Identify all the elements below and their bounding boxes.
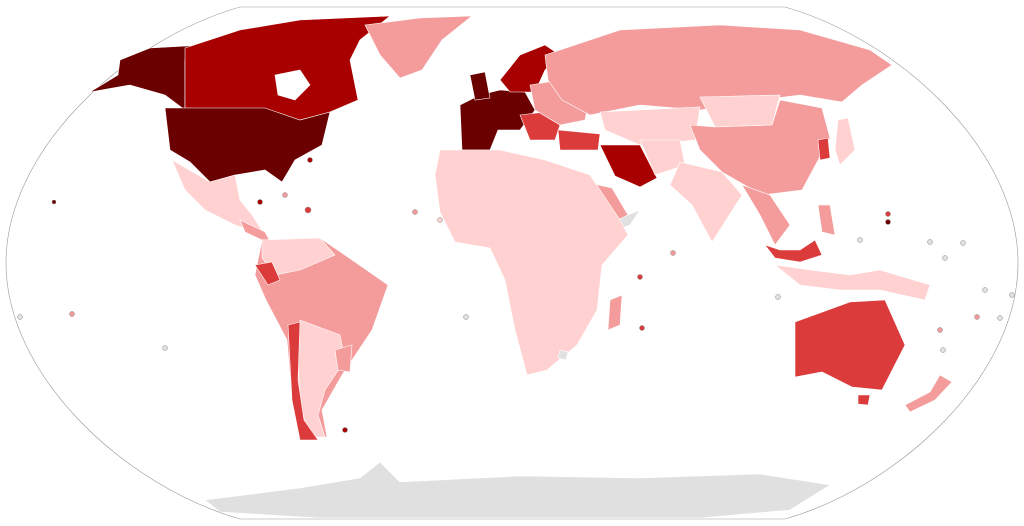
island-dot[interactable] [960, 240, 966, 246]
region-western-sahara-lesotho[interactable] [557, 349, 569, 361]
region-colombia-venezuela[interactable] [261, 237, 336, 276]
island-dot[interactable] [997, 315, 1003, 321]
region-southeast-asia[interactable] [741, 184, 791, 246]
island-dot[interactable] [17, 314, 23, 320]
island-dot[interactable] [927, 239, 933, 245]
island-dot[interactable] [885, 219, 891, 225]
island-dot[interactable] [974, 314, 980, 320]
island-dot[interactable] [940, 347, 946, 353]
island-dot[interactable] [639, 325, 645, 331]
region-korea[interactable] [817, 137, 831, 161]
island-dot[interactable] [937, 327, 943, 333]
region-madagascar[interactable] [607, 294, 623, 331]
region-chile[interactable] [287, 321, 319, 441]
island-dot[interactable] [437, 217, 443, 223]
island-dot[interactable] [304, 206, 312, 214]
region-china[interactable] [689, 99, 831, 196]
island-dot[interactable] [162, 345, 168, 351]
island-dot[interactable] [885, 211, 891, 217]
island-dot[interactable] [982, 287, 988, 293]
island-dot[interactable] [463, 314, 469, 320]
island-dot[interactable] [412, 209, 418, 215]
region-uk[interactable] [469, 71, 491, 101]
island-dot[interactable] [670, 250, 676, 256]
region-antarctica [204, 461, 831, 519]
island-dot[interactable] [857, 237, 863, 243]
region-alaska[interactable] [89, 44, 206, 111]
region-turkey[interactable] [557, 129, 601, 151]
island-dot[interactable] [942, 255, 948, 261]
island-dot[interactable] [1009, 292, 1015, 298]
region-hudson-bay [274, 69, 311, 101]
region-australia[interactable] [794, 299, 906, 391]
region-indonesia[interactable] [773, 264, 931, 301]
island-dot[interactable] [257, 199, 263, 205]
region-india[interactable] [669, 161, 743, 243]
island-dot[interactable] [69, 311, 75, 317]
region-tasmania[interactable] [857, 394, 871, 406]
region-greenland[interactable] [364, 15, 473, 79]
island-dot[interactable] [637, 274, 643, 280]
region-japan[interactable] [834, 117, 856, 166]
region-mexico[interactable] [171, 159, 266, 236]
island-dot[interactable] [51, 199, 57, 205]
region-russia[interactable] [544, 24, 893, 116]
region-ecuador-peru[interactable] [254, 261, 281, 286]
island-dot[interactable] [342, 427, 348, 433]
island-dot[interactable] [282, 192, 288, 198]
island-dot[interactable] [775, 294, 781, 300]
region-uruguay[interactable] [334, 344, 353, 373]
region-iran[interactable] [599, 144, 658, 188]
region-philippines[interactable] [817, 204, 836, 236]
region-usa[interactable] [164, 107, 331, 183]
region-malaysia[interactable] [764, 239, 823, 263]
region-new-zealand[interactable] [904, 374, 953, 413]
island-dot[interactable] [307, 157, 313, 163]
